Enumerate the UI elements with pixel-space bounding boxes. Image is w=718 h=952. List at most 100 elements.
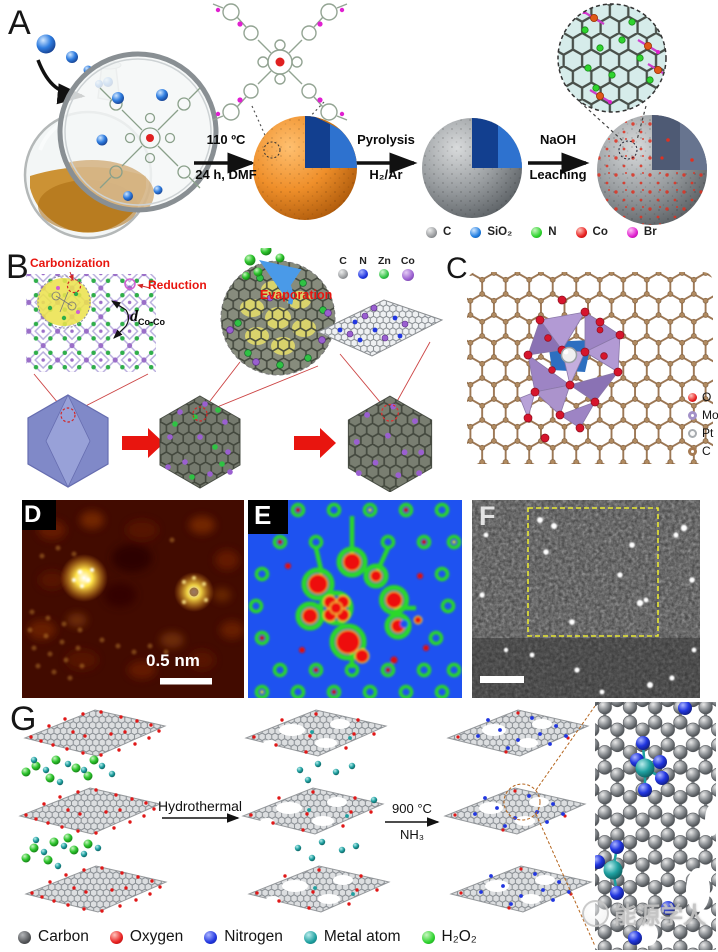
c-atom-icon	[426, 226, 437, 238]
h2o2-icon	[421, 930, 435, 944]
nh3-label: NH₃	[399, 827, 425, 842]
sio2-in-flask	[96, 89, 168, 201]
step-arrow-b2	[294, 428, 336, 458]
panel-d-label-box	[22, 500, 56, 530]
n-atom-icon	[531, 226, 543, 238]
dcoco-label: dCo-Co	[130, 308, 165, 328]
legend-item: C	[338, 255, 348, 281]
panel-a-graphic	[23, 3, 707, 240]
sac-polyhedron	[347, 395, 433, 492]
panel-e-label-box	[248, 500, 288, 534]
scale-bar-f	[480, 676, 524, 683]
panel-a-label: A	[8, 4, 31, 42]
carbonization-annotation: Carbonization	[30, 256, 110, 270]
panel-e-label: E	[254, 500, 272, 530]
panel-f-stem-image	[472, 500, 700, 698]
legend-item: SiO₂	[470, 226, 512, 238]
panel-f-label: F	[479, 501, 496, 531]
ring-red-centers	[259, 507, 427, 695]
step-arrow-b1	[122, 428, 164, 458]
carbonized-polyhedron	[159, 395, 241, 489]
step1-condition-bottom: 24 h, DMF	[195, 167, 257, 182]
scale-bar-d	[160, 678, 212, 685]
co-atom-icon	[401, 269, 414, 281]
evaporation-annotation: Evaporation	[260, 288, 333, 302]
panel-b-legend: C N Zn Co	[338, 255, 415, 281]
single-atoms-f	[479, 517, 697, 695]
panel-e-simulation-image	[248, 500, 462, 698]
panel-c-graphic	[467, 272, 713, 464]
legend-item: O	[688, 390, 718, 404]
legend-item: Oxygen	[109, 928, 183, 946]
oxygen-atom-icon	[109, 930, 123, 944]
legend-item: Nitrogen	[204, 928, 283, 946]
legend-item: C	[426, 226, 451, 238]
h2o2-molecules	[21, 755, 99, 865]
zif8-polyhedron	[27, 394, 109, 488]
cluster-glow	[295, 546, 412, 661]
single-atom-bright-spots	[60, 554, 214, 612]
panel-c-legend: O Mo Pt C	[688, 390, 718, 458]
carbonized-zif-zoom	[220, 260, 336, 376]
o-atom-icon	[688, 392, 697, 402]
c-atom-icon	[338, 269, 348, 279]
stm-lattice-dots	[27, 537, 175, 681]
legend-item: Mo	[688, 408, 718, 422]
mo-atom-icon	[688, 410, 697, 420]
step1-condition-top: 110 ºC	[206, 132, 246, 147]
zif-lattice-diagram	[26, 271, 156, 372]
hydrothermal-label: Hydrothermal	[157, 798, 243, 814]
polyoxometalate-cluster	[519, 295, 625, 443]
panel-d-stm-image	[22, 500, 244, 698]
scale-label-d: 0.5 nm	[146, 651, 200, 670]
legend-item: H₂O₂	[421, 928, 477, 946]
panel-a-legend: C SiO₂ N Co Br	[426, 226, 657, 238]
panel-d-label: D	[24, 501, 42, 528]
porphyrin-in-flask	[99, 87, 201, 189]
ndoped-stack	[444, 709, 592, 913]
graphene-lattice-c	[467, 272, 713, 464]
step2-condition-top: Pyrolysis	[357, 132, 415, 147]
zn-atom-icon	[379, 269, 390, 279]
n-atom-icon	[358, 269, 368, 279]
legend-item: Carbon	[18, 928, 89, 946]
reduction-annotation: Reduction	[148, 278, 207, 292]
legend-item: Pt	[688, 426, 718, 440]
metal-atoms-zoom	[603, 758, 655, 880]
co-atom-icon	[575, 226, 587, 238]
stm-mottle	[28, 511, 244, 679]
lattice-rings	[248, 502, 462, 698]
step2-condition-bottom: H₂/Ar	[369, 167, 403, 182]
panel-g-legend: Carbon Oxygen Nitrogen Metal atom H₂O₂	[18, 928, 477, 946]
legend-item: Zn	[378, 255, 391, 281]
zoom-connectors-g	[503, 705, 596, 947]
pt-atom-icon	[688, 428, 697, 438]
c-atom-icon	[688, 446, 697, 456]
panel-b-label: B	[6, 248, 29, 286]
panel-g-label: G	[10, 700, 37, 738]
watermark-logo-icon	[582, 899, 609, 927]
metal-atom-icon	[303, 930, 317, 944]
panel-g-graphic	[19, 702, 716, 950]
silica-porphyrin-sphere	[253, 116, 357, 220]
hollow-carbon-sphere	[597, 115, 707, 225]
porphyrin-metal-center	[275, 57, 285, 67]
nitrogen-atoms-zoom	[595, 702, 692, 945]
legend-item: N	[531, 226, 557, 238]
graphene-zoom-circle	[557, 3, 667, 143]
legend-item: Co	[401, 255, 415, 281]
nitrogen-atom-icon	[204, 930, 218, 944]
sio2-atom-icon	[470, 226, 482, 238]
cluster-red-blobs	[301, 552, 423, 664]
legend-item: Metal atom	[303, 928, 401, 946]
legend-item: C	[688, 444, 718, 458]
metal-ions	[30, 756, 116, 870]
roi-dashed-box	[527, 507, 659, 637]
br-atom-icon	[626, 226, 638, 238]
step3-condition-bottom: Leaching	[529, 167, 587, 182]
dcoco-bracket	[110, 300, 130, 339]
mn4-site-zoom	[595, 702, 716, 950]
carbon-shell-sphere	[422, 118, 522, 218]
co-n-graphene-sheet	[316, 299, 444, 357]
